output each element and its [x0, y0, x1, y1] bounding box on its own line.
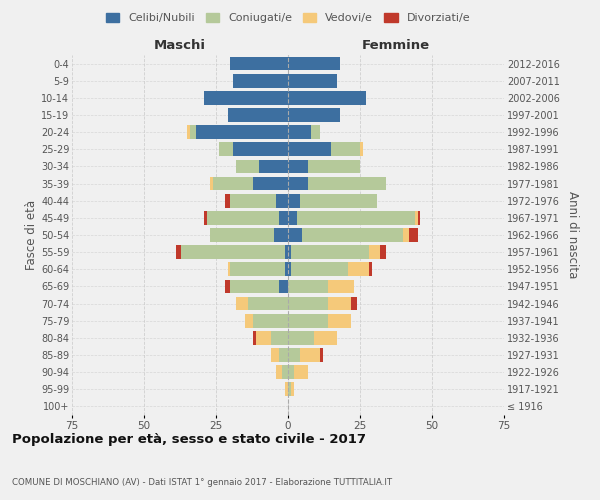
Bar [288, 56, 340, 70]
Bar [253, 331, 256, 344]
Bar [288, 142, 331, 156]
Bar [294, 366, 308, 379]
Bar [236, 160, 259, 173]
Bar [302, 228, 403, 242]
Bar [288, 228, 302, 242]
Y-axis label: Anni di nascita: Anni di nascita [566, 192, 579, 278]
Bar [288, 314, 328, 328]
Bar [282, 366, 288, 379]
Bar [288, 74, 337, 88]
Bar [368, 246, 380, 259]
Bar [259, 160, 288, 173]
Bar [403, 228, 409, 242]
Bar [277, 366, 282, 379]
Bar [236, 296, 248, 310]
Bar [187, 126, 190, 139]
Bar [418, 211, 421, 224]
Bar [210, 176, 213, 190]
Bar [181, 246, 285, 259]
Bar [288, 160, 308, 173]
Bar [277, 194, 288, 207]
Y-axis label: Fasce di età: Fasce di età [25, 200, 38, 270]
Bar [288, 348, 299, 362]
Bar [224, 280, 230, 293]
Bar [288, 280, 328, 293]
Bar [271, 348, 280, 362]
Text: Maschi: Maschi [154, 38, 206, 52]
Bar [308, 160, 360, 173]
Bar [208, 211, 280, 224]
Bar [296, 211, 415, 224]
Bar [224, 194, 230, 207]
Bar [291, 246, 368, 259]
Bar [308, 176, 386, 190]
Bar [288, 296, 328, 310]
Bar [291, 382, 294, 396]
Bar [227, 262, 230, 276]
Bar [331, 142, 360, 156]
Bar [288, 246, 291, 259]
Bar [288, 366, 294, 379]
Bar [380, 246, 386, 259]
Bar [288, 176, 308, 190]
Bar [245, 314, 253, 328]
Bar [253, 176, 288, 190]
Bar [274, 228, 288, 242]
Bar [213, 176, 253, 190]
Bar [328, 314, 352, 328]
Bar [288, 211, 296, 224]
Bar [288, 108, 340, 122]
Bar [288, 91, 366, 104]
Bar [256, 331, 271, 344]
Bar [230, 194, 277, 207]
Bar [227, 108, 288, 122]
Bar [253, 314, 288, 328]
Bar [328, 280, 354, 293]
Bar [230, 56, 288, 70]
Bar [233, 74, 288, 88]
Legend: Celibi/Nubili, Coniugati/e, Vedovi/e, Divorziati/e: Celibi/Nubili, Coniugati/e, Vedovi/e, Di… [101, 8, 475, 28]
Text: COMUNE DI MOSCHIANO (AV) - Dati ISTAT 1° gennaio 2017 - Elaborazione TUTTITALIA.: COMUNE DI MOSCHIANO (AV) - Dati ISTAT 1°… [12, 478, 392, 487]
Bar [291, 262, 349, 276]
Bar [288, 126, 311, 139]
Bar [210, 228, 274, 242]
Bar [288, 382, 291, 396]
Bar [299, 194, 377, 207]
Bar [248, 296, 288, 310]
Bar [360, 142, 363, 156]
Text: Popolazione per età, sesso e stato civile - 2017: Popolazione per età, sesso e stato civil… [12, 432, 366, 446]
Bar [328, 296, 352, 310]
Bar [219, 142, 233, 156]
Bar [311, 126, 320, 139]
Bar [415, 211, 418, 224]
Bar [285, 246, 288, 259]
Bar [205, 91, 288, 104]
Bar [205, 211, 208, 224]
Bar [299, 348, 320, 362]
Bar [288, 262, 291, 276]
Bar [285, 382, 288, 396]
Bar [368, 262, 371, 276]
Text: Femmine: Femmine [362, 38, 430, 52]
Bar [285, 262, 288, 276]
Bar [320, 348, 323, 362]
Bar [409, 228, 418, 242]
Bar [314, 331, 337, 344]
Bar [230, 262, 285, 276]
Bar [280, 348, 288, 362]
Bar [271, 331, 288, 344]
Bar [349, 262, 368, 276]
Bar [196, 126, 288, 139]
Bar [288, 331, 314, 344]
Bar [233, 142, 288, 156]
Bar [230, 280, 280, 293]
Bar [280, 211, 288, 224]
Bar [352, 296, 357, 310]
Bar [288, 194, 299, 207]
Bar [280, 280, 288, 293]
Bar [176, 246, 181, 259]
Bar [190, 126, 196, 139]
